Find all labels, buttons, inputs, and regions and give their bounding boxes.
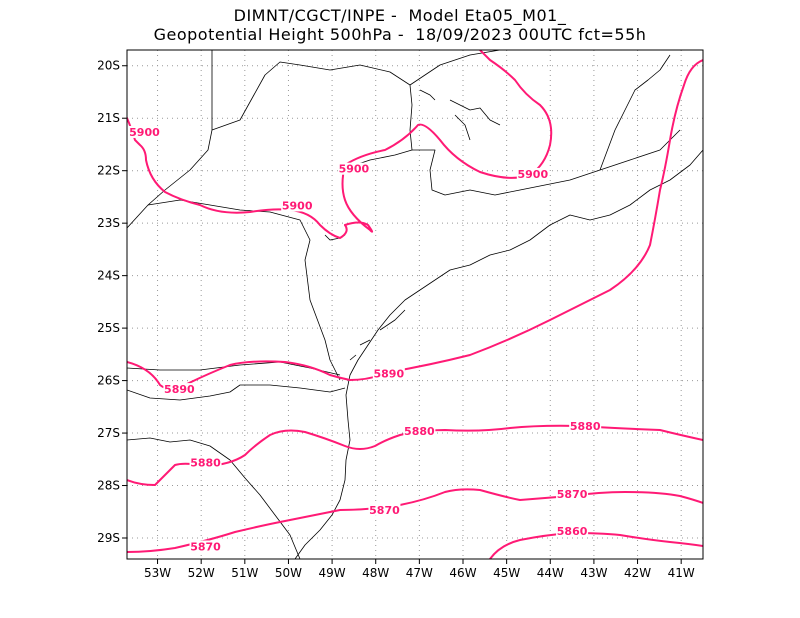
contour-label-5900: 5900 xyxy=(129,126,160,139)
x-tick-label: 53W xyxy=(144,566,171,580)
x-tick-label: 46W xyxy=(449,566,476,580)
x-tick-label: 52W xyxy=(188,566,215,580)
x-tick-label: 49W xyxy=(319,566,346,580)
contour-label-bg xyxy=(368,503,401,516)
contour-label-5900: 5900 xyxy=(518,168,549,181)
contour-label-bg xyxy=(556,488,589,501)
contour-label-5890: 5890 xyxy=(164,383,195,396)
contour-label-5880: 5880 xyxy=(190,457,221,470)
axis-ticks: 53W 52W 51W 50W 49W 48W 47W 46W 45W 44W 43W 42W 41W 2… xyxy=(97,59,695,580)
y-tick-label: 24S xyxy=(97,269,120,283)
x-tick-label: 42W xyxy=(624,566,651,580)
contour-label-5870: 5870 xyxy=(190,541,221,554)
contour-label-bg xyxy=(163,383,196,396)
border-line xyxy=(147,199,341,381)
contour-label-5890: 5890 xyxy=(374,367,405,380)
contour-label-bg xyxy=(337,162,370,175)
x-tick-label: 48W xyxy=(362,566,389,580)
contour-label-5870: 5870 xyxy=(369,504,400,517)
contour-label-bg xyxy=(556,524,589,537)
contour-5860 xyxy=(489,532,703,559)
x-tick-label: 44W xyxy=(537,566,564,580)
border-line xyxy=(599,54,671,171)
contour-5880 xyxy=(127,424,703,486)
map-frame xyxy=(126,49,704,560)
contour-label-bg xyxy=(281,199,314,212)
title-line-1: DIMNT/CGCT/INPE - Model Eta05_M01_ xyxy=(233,6,567,25)
contour-label-bg xyxy=(189,456,222,469)
contour-label-5880: 5880 xyxy=(570,420,601,433)
contour-label-bg xyxy=(189,540,222,553)
contour-label-5870: 5870 xyxy=(557,488,588,501)
y-tick-label: 26S xyxy=(97,374,120,388)
coastline xyxy=(349,309,406,361)
contour-label-bg xyxy=(372,367,405,380)
x-tick-label: 43W xyxy=(580,566,607,580)
reservoir xyxy=(419,89,501,141)
x-tick-label: 51W xyxy=(231,566,258,580)
y-tick-label: 25S xyxy=(97,321,120,335)
x-tick-label: 41W xyxy=(668,566,695,580)
y-tick-label: 21S xyxy=(97,111,120,125)
contour-label-bg xyxy=(403,425,436,438)
contour-5900-east xyxy=(127,59,703,390)
lat-lon-grid xyxy=(127,50,703,559)
y-tick-label: 27S xyxy=(97,426,120,440)
contour-label-5860: 5860 xyxy=(557,525,588,538)
y-tick-label: 29S xyxy=(97,531,120,545)
contour-label-5880: 5880 xyxy=(404,425,435,438)
contour-label-bg xyxy=(128,125,161,138)
border-line xyxy=(412,129,681,196)
contour-label-5900: 5900 xyxy=(339,163,370,176)
contour-label-5900: 5900 xyxy=(282,199,313,212)
x-tick-label: 45W xyxy=(493,566,520,580)
y-tick-label: 28S xyxy=(97,479,120,493)
height-contours xyxy=(127,50,703,559)
title-line-2: Geopotential Height 500hPa - 18/09/2023 … xyxy=(153,25,647,44)
border-line xyxy=(409,50,501,86)
border-line xyxy=(127,384,346,401)
contour-label-bg xyxy=(569,419,602,432)
contour-label-bg xyxy=(516,167,549,180)
contour-5900-west xyxy=(127,117,348,239)
y-tick-label: 22S xyxy=(97,164,120,178)
coastline-borders xyxy=(127,50,703,559)
contour-5900-bay xyxy=(341,50,553,233)
contour-labels: 5900 5900 5900 5900 5890 5890 5880 5880 5880 5870… xyxy=(128,125,602,554)
coastline xyxy=(294,149,703,559)
x-tick-label: 50W xyxy=(275,566,302,580)
y-tick-label: 20S xyxy=(97,59,120,73)
x-tick-label: 47W xyxy=(406,566,433,580)
contour-5870 xyxy=(127,488,703,553)
border-line xyxy=(211,61,413,166)
y-tick-label: 23S xyxy=(97,216,120,230)
